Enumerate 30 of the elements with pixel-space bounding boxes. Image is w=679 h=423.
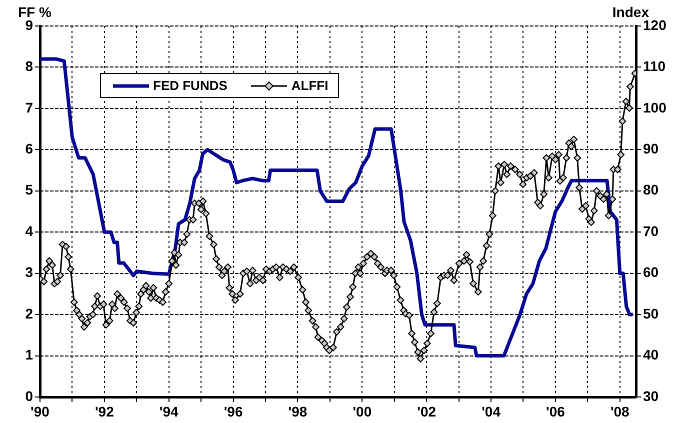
x-tick-label: '98 bbox=[288, 403, 308, 420]
y-tick-label: 5 bbox=[25, 182, 34, 198]
y-tick-label: 2 bbox=[25, 305, 34, 322]
y-tick-label: 7 bbox=[25, 99, 34, 116]
legend-label: FED FUNDS bbox=[153, 78, 228, 93]
x-tick-label: '04 bbox=[482, 403, 501, 420]
x-tick-label: '06 bbox=[546, 403, 566, 420]
x-tick-label: '92 bbox=[94, 403, 114, 420]
y2-tick-label: 50 bbox=[643, 305, 659, 322]
y2-tick-label: 70 bbox=[643, 222, 659, 239]
y2-tick-label: 110 bbox=[643, 58, 666, 74]
y-tick-label: 1 bbox=[25, 346, 34, 363]
legend-label: ALFFI bbox=[291, 78, 328, 93]
y-tick-label: 4 bbox=[25, 222, 34, 239]
y2-tick-label: 100 bbox=[643, 99, 667, 116]
y2-tick-label: 30 bbox=[643, 388, 659, 404]
y-tick-label: 6 bbox=[25, 140, 34, 157]
x-tick-label: '90 bbox=[30, 403, 50, 420]
y-tick-label: 0 bbox=[25, 388, 34, 404]
x-tick-label: '96 bbox=[224, 403, 243, 420]
x-tick-label: '00 bbox=[352, 403, 372, 420]
x-tick-label: '08 bbox=[610, 403, 630, 420]
y2-tick-label: 40 bbox=[643, 346, 659, 363]
x-tick-label: '94 bbox=[159, 403, 179, 420]
y2-tick-label: 90 bbox=[643, 140, 659, 157]
x-tick-label: '02 bbox=[417, 403, 436, 420]
y-tick-label: 3 bbox=[25, 264, 34, 280]
y-tick-label: 8 bbox=[25, 58, 34, 74]
y2-tick-label: 80 bbox=[643, 182, 659, 198]
y2-tick-label: 60 bbox=[643, 264, 659, 280]
